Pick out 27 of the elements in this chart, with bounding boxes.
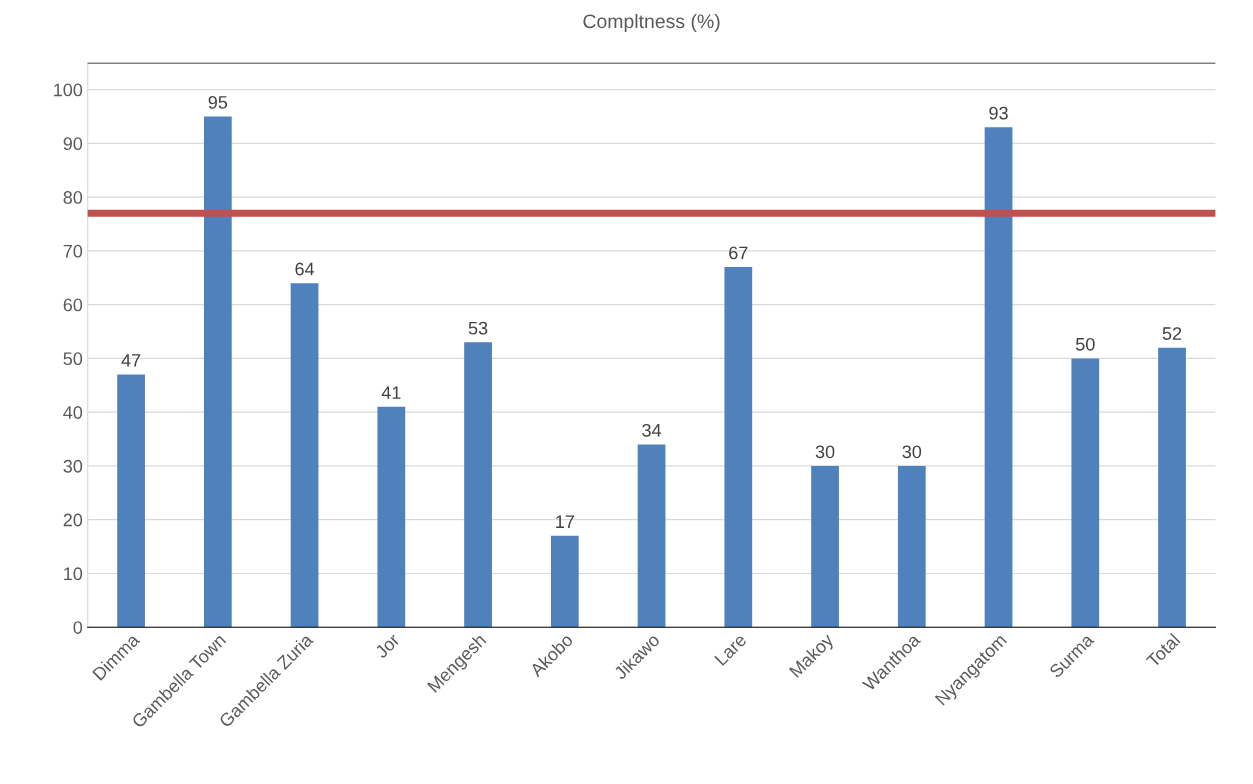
- data-label: 67: [729, 246, 748, 260]
- x-tick-label: Jor: [374, 632, 401, 659]
- data-label: 64: [295, 262, 315, 276]
- y-tick-label: 10: [64, 567, 83, 581]
- y-tick-label: 90: [63, 137, 83, 151]
- y-tick-label: 80: [63, 191, 83, 204]
- y-tick-label: 40: [63, 406, 83, 419]
- data-label: 53: [468, 321, 488, 335]
- y-tick-label: 0: [73, 621, 83, 634]
- y-tick-label: 30: [63, 459, 83, 473]
- data-label: 93: [989, 106, 1008, 120]
- data-label: 30: [902, 445, 922, 459]
- y-tick-label: 50: [63, 352, 83, 366]
- data-label: 95: [208, 95, 228, 109]
- data-label: 34: [642, 423, 662, 437]
- y-tick-label: 100: [54, 83, 83, 97]
- data-label: 41: [381, 386, 401, 399]
- data-label: 50: [1075, 337, 1095, 351]
- y-tick-label: 20: [63, 513, 83, 527]
- y-tick-label: 70: [63, 244, 83, 258]
- data-label: 47: [121, 354, 141, 367]
- data-label: 17: [556, 515, 574, 528]
- chart-title: Compltness (%): [583, 13, 720, 33]
- data-label: 52: [1162, 327, 1182, 340]
- y-tick-label: 60: [63, 298, 83, 312]
- data-label: 30: [815, 445, 835, 459]
- x-tick-label: Lare: [714, 633, 748, 666]
